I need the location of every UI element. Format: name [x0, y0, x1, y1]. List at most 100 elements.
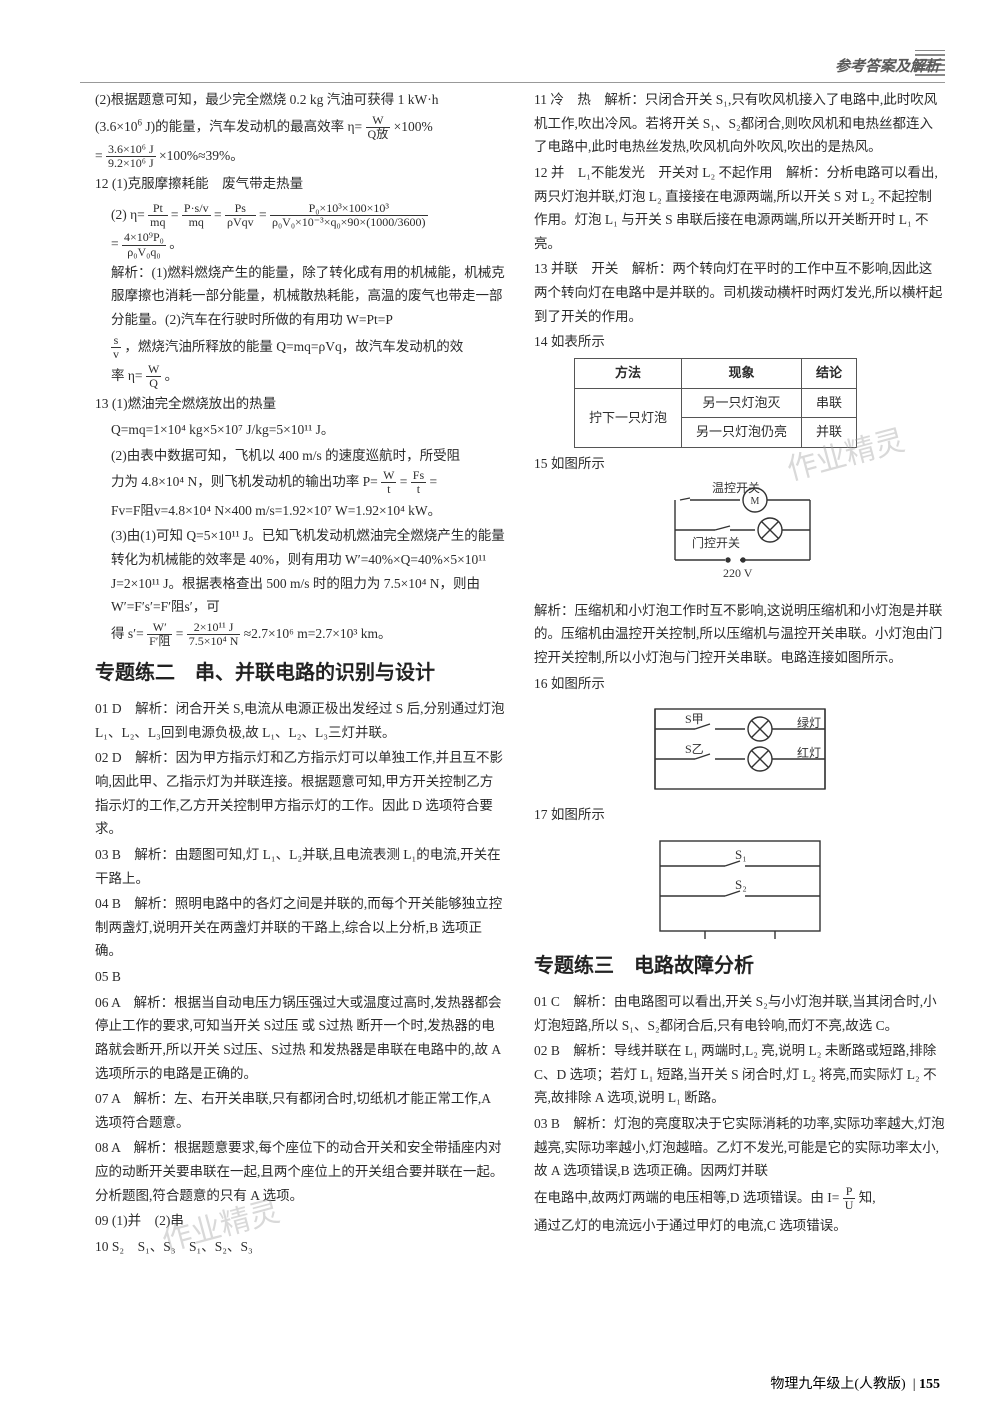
txt: =	[259, 207, 267, 222]
topic3-title: 专题练三 电路故障分析	[534, 949, 945, 984]
topic2-title: 专题练二 串、并联电路的识别与设计	[95, 656, 506, 691]
fraction: sv	[111, 334, 121, 361]
txt: ×100%≈39%。	[159, 148, 244, 163]
answer-16: 16 如图所示	[534, 672, 945, 696]
txt: =	[430, 474, 438, 489]
td: 另一只灯泡灭	[682, 388, 802, 418]
txt: =	[176, 626, 184, 641]
answer-11: 11 冷 热 解析：只闭合开关 S₁,只有吹风机接入了电路中,此时吹风机工作,吹…	[534, 88, 945, 159]
header-title: 参考答案及解析	[835, 55, 940, 76]
svg-text:M: M	[750, 496, 759, 507]
q12-part1: 12 (1)克服摩擦耗能 废气带走热量	[95, 172, 506, 196]
txt: =	[214, 207, 222, 222]
fraction: 2×10¹¹ J7.5×10⁴ N	[187, 621, 241, 648]
label: S₂	[735, 877, 747, 892]
q12-analysis: 解析：(1)燃料燃烧产生的能量，除了转化成有用的机械能，机械克服摩擦也消耗一部分…	[111, 261, 506, 332]
text-line: 力为 4.8×10⁴ N，则飞机发动机的输出功率 P= Wt = Fst =	[111, 469, 506, 496]
td: 并联	[802, 418, 857, 448]
text-line: = 3.6×10⁶ J9.2×10⁶ J ×100%≈39%。	[95, 143, 506, 170]
text-line: (3)由(1)可知 Q=5×10¹¹ J。已知飞机发动机燃油完全燃烧产生的能量转…	[111, 524, 506, 619]
th: 结论	[802, 358, 857, 388]
answer-04: 04 B 解析：照明电路中的各灯之间是并联的,而每个开关能够独立控制两盏灯,说明…	[95, 892, 506, 963]
txt: 在电路中,故两灯两端的电压相等,D 选项错误。由 I=	[534, 1190, 839, 1205]
fraction: WQ放	[366, 114, 391, 141]
txt: (2) η=	[111, 207, 145, 222]
answer-01: 01 D 解析：闭合开关 S,电流从电源正极出发经过 S 后,分别通过灯泡 L₁…	[95, 697, 506, 744]
fraction: P₀×10³×100×10³ρ₀V₀×10⁻³×q₀×90×(1000/3600…	[270, 202, 428, 229]
answer-06: 06 A 解析：根据当自动电压力锅压强过大或温度过高时,发热器都会停止工作的要求…	[95, 991, 506, 1086]
text-line: (2)由表中数据可知，飞机以 400 m/s 的速度巡航时，所受阻	[111, 444, 506, 468]
answer-10: 10 S₂ S₁、S₃ S₁、S₂、S₃	[95, 1235, 506, 1259]
th: 方法	[575, 358, 682, 388]
txt: 。	[169, 236, 183, 251]
label: S乙	[685, 742, 704, 756]
txt: ，燃烧汽油所释放的能量 Q=mq=ρVq，故汽车发动机的效	[124, 338, 463, 353]
answer-05: 05 B	[95, 965, 506, 989]
th: 现象	[682, 358, 802, 388]
fraction: Fst	[411, 469, 426, 496]
page-content: (2)根据题意可知，最少完全燃烧 0.2 kg 汽油可获得 1 kW·h (3.…	[0, 0, 1000, 1281]
txt: ≈2.7×10⁶ m=2.7×10³ km。	[244, 626, 392, 641]
txt: 率 η=	[111, 368, 143, 383]
answer-b03a: 03 B 解析：灯泡的亮度取决于它实际消耗的功率,实际功率越大,灯泡越亮,实际功…	[534, 1112, 945, 1183]
left-column: (2)根据题意可知，最少完全燃烧 0.2 kg 汽油可获得 1 kW·h (3.…	[95, 40, 506, 1261]
text-line: = 4×10⁹P₀ρ₀V₀q₀ 。	[111, 231, 506, 258]
answer-13: 13 并联 开关 解析：两个转向灯在平时的工作中互不影响,因此这两个转向灯在电路…	[534, 257, 945, 328]
label: 门控开关	[692, 535, 740, 550]
text-line: 率 η= WQ 。	[111, 363, 506, 390]
fraction: Wt	[381, 469, 396, 496]
page-number: 155	[919, 1377, 940, 1392]
label: S₁	[735, 847, 747, 862]
txt: ×100%	[394, 118, 433, 133]
answer-b03d: 通过乙灯的电流远小于通过甲灯的电流,C 选项错误。	[534, 1214, 945, 1238]
txt: =	[400, 474, 408, 489]
text-line: sv ，燃烧汽油所释放的能量 Q=mq=ρVq，故汽车发动机的效	[111, 334, 506, 361]
fraction: Ptmq	[148, 202, 167, 229]
text-line: (3.6×106 J)的能量，汽车发动机的最高效率 η= WQ放 ×100%	[95, 114, 506, 141]
fraction: WQ	[146, 363, 161, 390]
answer-15: 15 如图所示	[534, 452, 945, 476]
header-rule	[80, 82, 945, 83]
label: S甲	[685, 712, 704, 726]
circuit-diagram-15: M 温控开关 门控开关 220 V	[630, 480, 850, 595]
circuit-diagram-17: S₁ S₂	[635, 831, 845, 941]
answer-12: 12 并 L₁不能发光 开关对 L₂ 不起作用 解析：分析电路可以看出,两只灯泡…	[534, 161, 945, 256]
txt: =	[95, 148, 103, 163]
text-line: (2)根据题意可知，最少完全燃烧 0.2 kg 汽油可获得 1 kW·h	[95, 88, 506, 112]
q12-part2: (2) η= Ptmq = P·s/vmq = PsρVqv = P₀×10³×…	[111, 202, 506, 229]
fraction: 3.6×10⁶ J9.2×10⁶ J	[106, 143, 156, 170]
label: 220 V	[723, 566, 753, 580]
book-title: 物理九年级上(人教版)	[770, 1377, 905, 1392]
answer-08: 08 A 解析：根据题意要求,每个座位下的动合开关和安全带插座内对应的动断开关要…	[95, 1136, 506, 1207]
txt: 力为 4.8×10⁴ N，则飞机发动机的输出功率 P=	[111, 474, 378, 489]
td: 另一只灯泡仍亮	[682, 418, 802, 448]
text-line: Q=mq=1×10⁴ kg×5×10⁷ J/kg=5×10¹¹ J。	[111, 418, 506, 442]
label: 温控开关	[712, 481, 760, 495]
txt: =	[111, 236, 119, 251]
fraction: P·s/vmq	[182, 202, 211, 229]
answer-b01: 01 C 解析：由电路图可以看出,开关 S₂与小灯泡并联,当其闭合时,小灯泡短路…	[534, 990, 945, 1037]
text-line: Fv=F阻v=4.8×10⁴ N×400 m/s=1.92×10⁷ W=1.92…	[111, 499, 506, 523]
table-14: 方法 现象 结论 拧下一只灯泡 另一只灯泡灭 串联 另一只灯泡仍亮 并联	[574, 358, 857, 448]
answer-02: 02 D 解析：因为甲方指示灯和乙方指示灯可以单独工作,并且互不影响,因此甲、乙…	[95, 746, 506, 841]
txt: J)的能量，汽车发动机的最高效率 η=	[145, 118, 362, 133]
q13-part1: 13 (1)燃油完全燃烧放出的热量	[95, 392, 506, 416]
answer-03: 03 B 解析：由题图可知,灯 L₁、L₂并联,且电流表测 L₁的电流,开关在干…	[95, 843, 506, 890]
fraction: PsρVqv	[225, 202, 256, 229]
label: 绿灯	[797, 715, 821, 730]
answer-b02: 02 B 解析：导线并联在 L₁ 两端时,L₂ 亮,说明 L₂ 未断路或短路,排…	[534, 1039, 945, 1110]
answer-b03b: 在电路中,故两灯两端的电压相等,D 选项错误。由 I= PU 知,	[534, 1185, 945, 1212]
txt: 知,	[859, 1190, 876, 1205]
answer-17: 17 如图所示	[534, 803, 945, 827]
fraction: 4×10⁹P₀ρ₀V₀q₀	[122, 231, 166, 258]
text-line: 得 s′= W′F′阻 = 2×10¹¹ J7.5×10⁴ N ≈2.7×10⁶…	[111, 621, 506, 648]
circuit-diagram-16: S甲 S乙 绿灯 红灯	[625, 699, 855, 799]
answer-15-analysis: 解析：压缩机和小灯泡工作时互不影响,这说明压缩机和小灯泡是并联的。压缩机由温控开…	[534, 599, 945, 670]
page-footer: 物理九年级上(人教版) | 155	[770, 1373, 940, 1393]
fraction: PU	[843, 1185, 856, 1212]
txt: 。	[165, 368, 179, 383]
fraction: W′F′阻	[147, 621, 172, 648]
right-column: 11 冷 热 解析：只闭合开关 S₁,只有吹风机接入了电路中,此时吹风机工作,吹…	[534, 40, 945, 1261]
txt: 得 s′=	[111, 626, 144, 641]
td: 串联	[802, 388, 857, 418]
